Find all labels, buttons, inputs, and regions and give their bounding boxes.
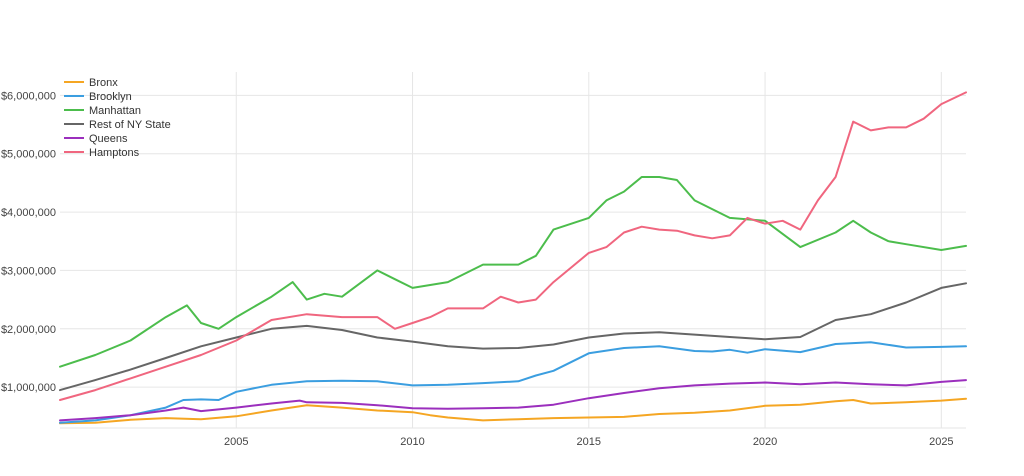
series-lines xyxy=(59,91,967,425)
legend-item[interactable]: Bronx xyxy=(64,77,118,89)
legend-item[interactable]: Queens xyxy=(64,133,128,145)
x-tick-label: 2005 xyxy=(224,436,248,448)
series-line-1[interactable] xyxy=(59,341,967,424)
x-tick-label: 2020 xyxy=(753,436,777,448)
series-line-0[interactable] xyxy=(59,397,967,425)
y-tick-label: $6,000,000 xyxy=(1,90,56,102)
legend-item[interactable]: Hamptons xyxy=(64,147,140,159)
y-tick-label: $2,000,000 xyxy=(1,324,56,336)
legend-label: Queens xyxy=(89,133,128,145)
legend-label: Brooklyn xyxy=(89,91,132,103)
y-axis: $1,000,000 $2,000,000 $3,000,000 $4,000,000… xyxy=(1,90,56,394)
legend-item[interactable]: Rest of NY State xyxy=(64,119,171,131)
series-line-3[interactable] xyxy=(59,282,967,392)
y-tick-label: $4,000,000 xyxy=(1,207,56,219)
legend-item[interactable]: Brooklyn xyxy=(64,91,132,103)
legend-item[interactable]: Manhattan xyxy=(64,105,141,117)
legend-label: Hamptons xyxy=(89,147,140,159)
series-line-5[interactable] xyxy=(59,91,967,401)
series-line-2[interactable] xyxy=(59,176,967,368)
grid xyxy=(60,72,966,429)
y-tick-label: $3,000,000 xyxy=(1,265,56,277)
legend-label: Manhattan xyxy=(89,105,141,117)
legend-label: Bronx xyxy=(89,77,118,89)
x-tick-label: 2010 xyxy=(400,436,424,448)
legend-label: Rest of NY State xyxy=(89,119,171,131)
x-axis: 2005 2010 2015 2020 2025 xyxy=(224,436,954,448)
x-tick-label: 2025 xyxy=(929,436,953,448)
y-tick-label: $5,000,000 xyxy=(1,149,56,161)
legend: Bronx Brooklyn Manhattan Rest of NY State Qu… xyxy=(64,77,171,159)
y-tick-label: $1,000,000 xyxy=(1,382,56,394)
x-tick-label: 2015 xyxy=(577,436,601,448)
series-line-4[interactable] xyxy=(59,379,967,422)
